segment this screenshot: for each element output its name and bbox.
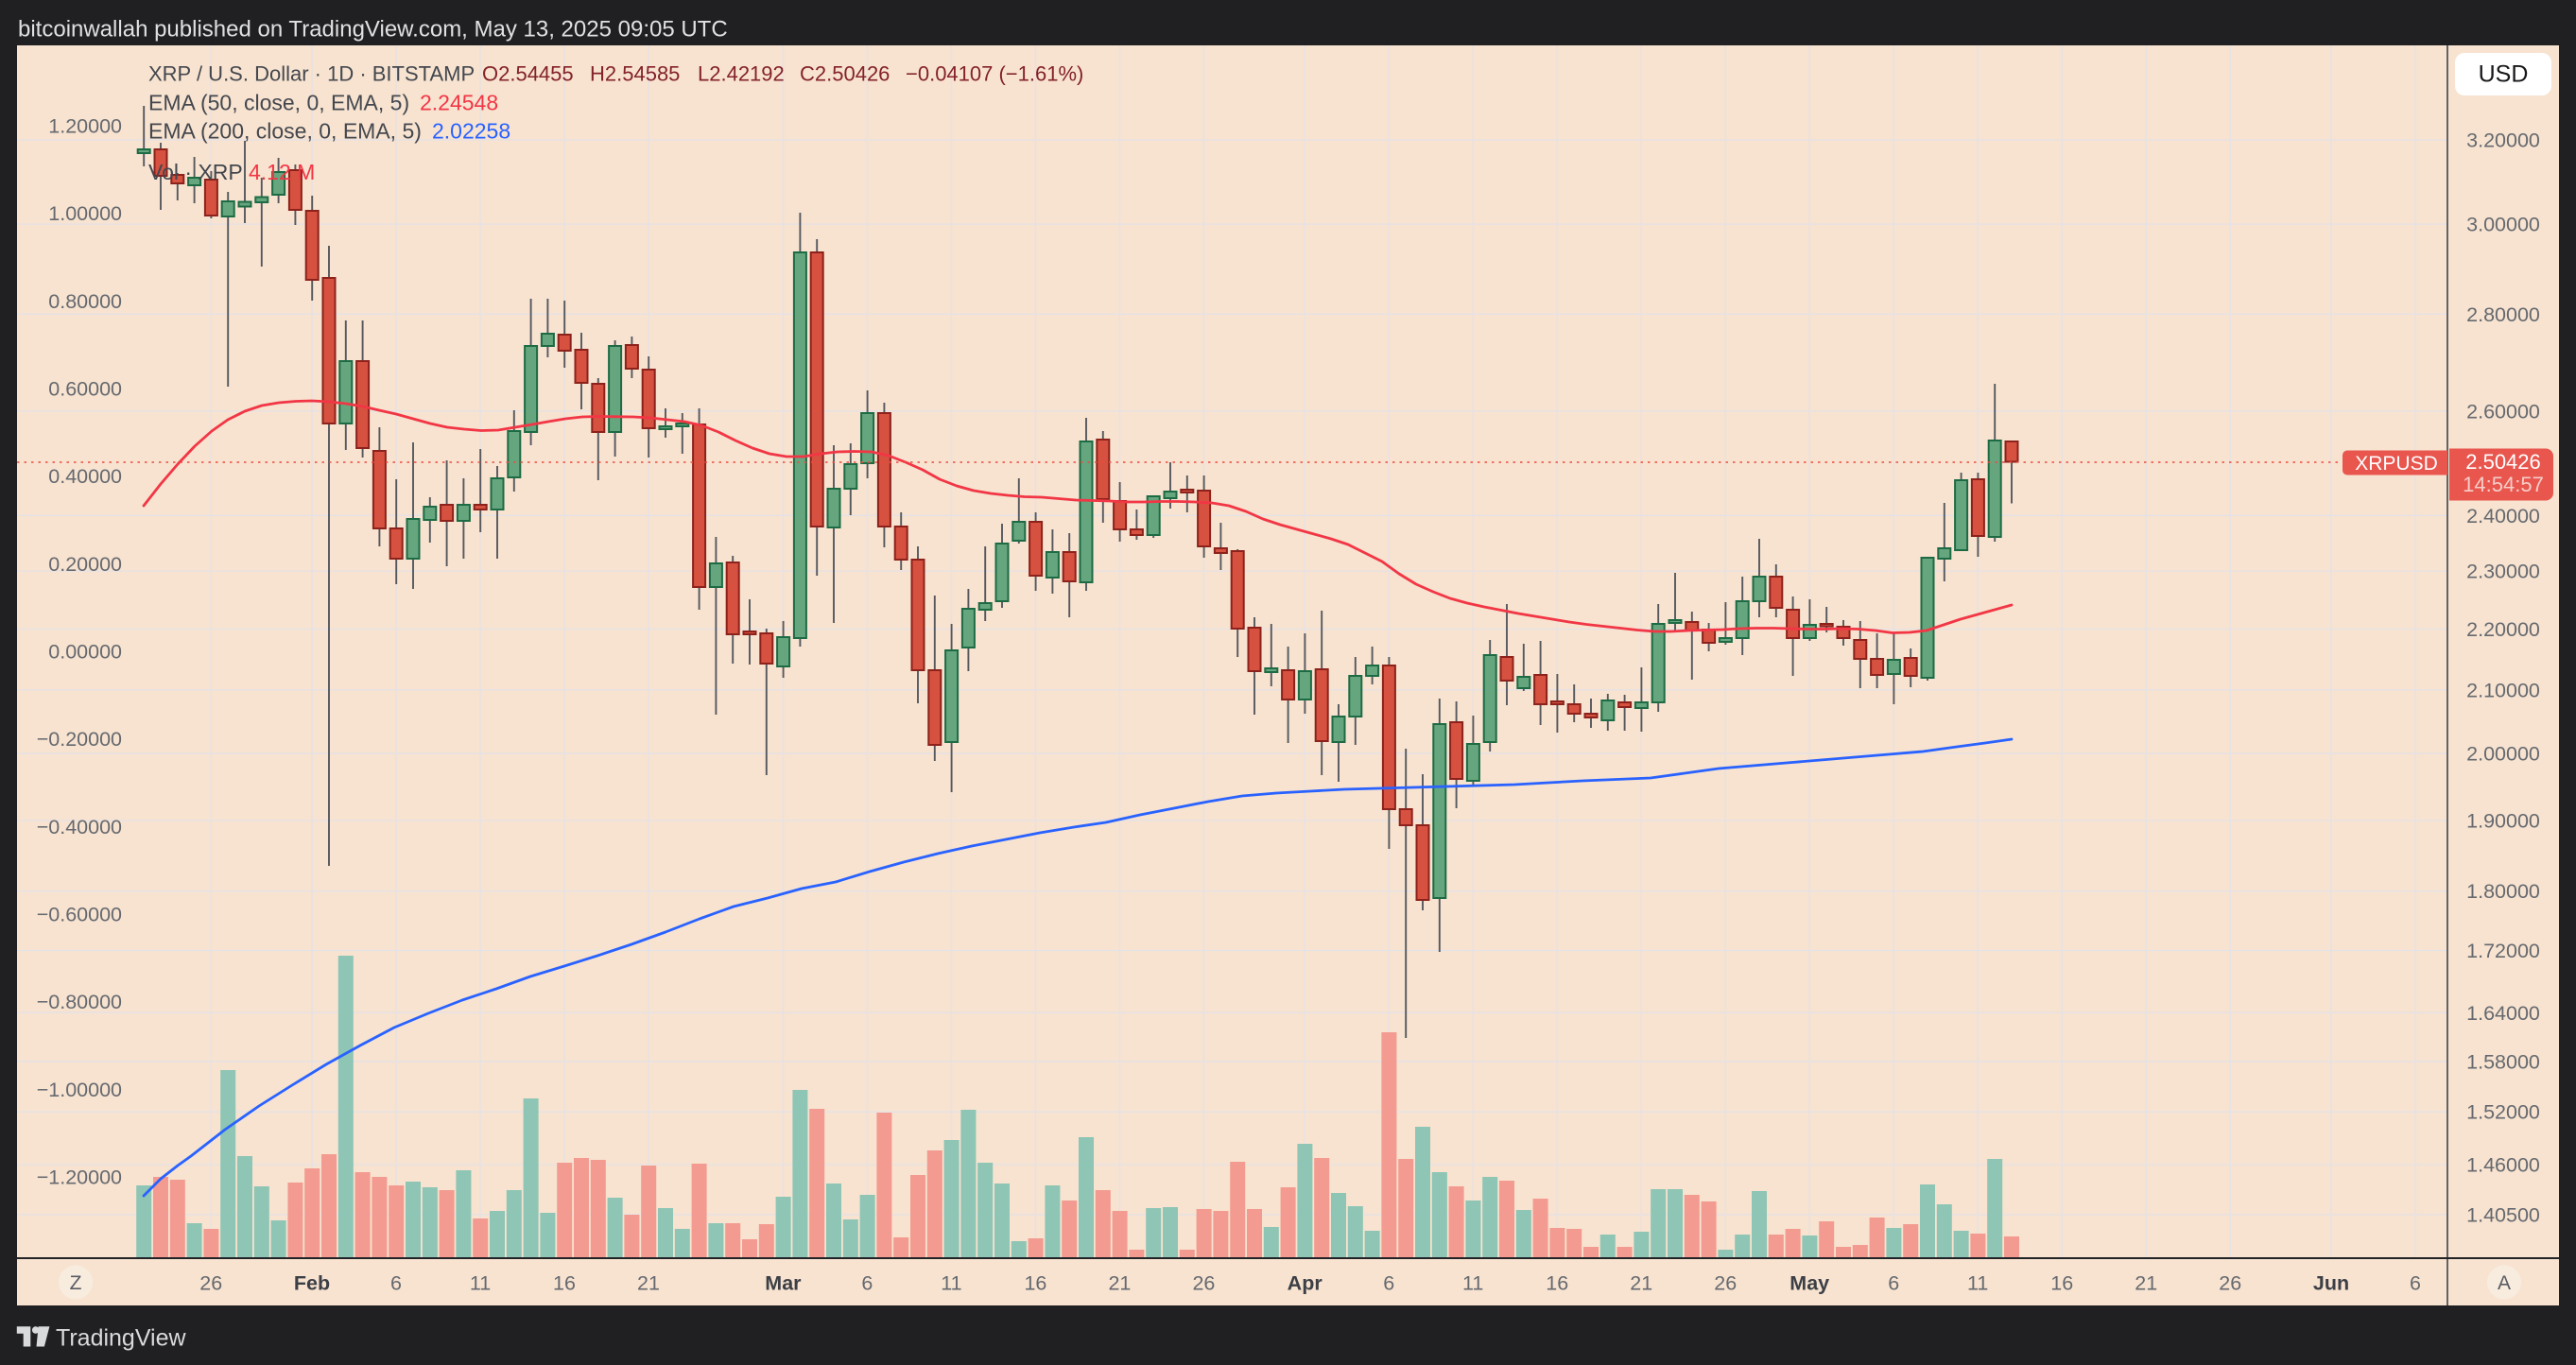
svg-text:11: 11 <box>941 1272 961 1295</box>
svg-text:EMA (50, close, 0, EMA, 5): EMA (50, close, 0, EMA, 5) <box>148 91 409 115</box>
svg-text:1.58000: 1.58000 <box>2466 1050 2540 1073</box>
svg-text:11: 11 <box>1967 1272 1988 1295</box>
svg-text:1.46000: 1.46000 <box>2466 1153 2540 1176</box>
svg-text:0.00000: 0.00000 <box>48 641 122 664</box>
svg-text:−0.40000: −0.40000 <box>37 816 122 838</box>
svg-text:26: 26 <box>2219 1272 2241 1295</box>
svg-text:2.10000: 2.10000 <box>2466 679 2540 701</box>
svg-text:−0.80000: −0.80000 <box>37 991 122 1013</box>
svg-text:May: May <box>1789 1272 1829 1295</box>
svg-text:−0.04107 (−1.61%): −0.04107 (−1.61%) <box>906 62 1083 86</box>
svg-text:21: 21 <box>2135 1272 2157 1295</box>
svg-text:Z: Z <box>70 1272 82 1294</box>
svg-text:11: 11 <box>470 1272 491 1295</box>
svg-text:Jun: Jun <box>2313 1272 2349 1295</box>
svg-text:Feb: Feb <box>294 1272 330 1295</box>
svg-text:2.80000: 2.80000 <box>2466 303 2540 326</box>
svg-text:L2.42192: L2.42192 <box>698 62 785 86</box>
svg-text:26: 26 <box>199 1272 222 1295</box>
svg-text:0.80000: 0.80000 <box>48 290 122 313</box>
svg-text:bitcoinwallah published on Tra: bitcoinwallah published on TradingView.c… <box>18 17 728 43</box>
svg-text:2.20000: 2.20000 <box>2466 618 2540 641</box>
svg-text:14:54:57: 14:54:57 <box>2463 473 2544 496</box>
svg-text:TradingView: TradingView <box>56 1325 187 1352</box>
svg-text:−1.20000: −1.20000 <box>37 1166 122 1189</box>
svg-text:C2.50426: C2.50426 <box>800 62 890 86</box>
svg-text:6: 6 <box>1888 1272 1899 1295</box>
svg-text:21: 21 <box>1630 1272 1652 1295</box>
svg-text:2.50426: 2.50426 <box>2465 450 2541 474</box>
svg-text:1.52000: 1.52000 <box>2466 1101 2540 1124</box>
svg-text:XRP / U.S. Dollar · 1D · BITST: XRP / U.S. Dollar · 1D · BITSTAMP <box>148 62 475 86</box>
svg-text:16: 16 <box>1024 1272 1046 1295</box>
svg-text:6: 6 <box>390 1272 402 1295</box>
svg-text:XRPUSD: XRPUSD <box>2355 453 2438 475</box>
svg-text:16: 16 <box>553 1272 576 1295</box>
svg-text:1.40500: 1.40500 <box>2466 1203 2540 1226</box>
svg-text:0.20000: 0.20000 <box>48 553 122 576</box>
svg-text:2.30000: 2.30000 <box>2466 561 2540 583</box>
svg-text:−0.60000: −0.60000 <box>37 904 122 926</box>
svg-text:3.00000: 3.00000 <box>2466 214 2540 236</box>
svg-text:26: 26 <box>1192 1272 1215 1295</box>
svg-text:1.20000: 1.20000 <box>48 115 122 138</box>
svg-text:4.12 M: 4.12 M <box>249 160 315 184</box>
svg-text:EMA (200, close, 0, EMA, 5): EMA (200, close, 0, EMA, 5) <box>148 119 422 144</box>
svg-text:Vol · XRP: Vol · XRP <box>148 160 243 184</box>
svg-text:0.40000: 0.40000 <box>48 465 122 488</box>
svg-text:H2.54585: H2.54585 <box>590 62 680 86</box>
svg-text:Mar: Mar <box>765 1272 802 1295</box>
svg-text:2.24548: 2.24548 <box>420 91 498 115</box>
svg-text:A: A <box>2498 1272 2511 1294</box>
svg-text:11: 11 <box>1462 1272 1483 1295</box>
svg-text:6: 6 <box>861 1272 873 1295</box>
svg-text:3.20000: 3.20000 <box>2466 129 2540 151</box>
svg-text:26: 26 <box>1714 1272 1737 1295</box>
svg-text:Apr: Apr <box>1288 1272 1323 1295</box>
svg-text:1.64000: 1.64000 <box>2466 1002 2540 1025</box>
svg-text:−1.00000: −1.00000 <box>37 1079 122 1101</box>
svg-text:1.90000: 1.90000 <box>2466 810 2540 833</box>
svg-text:1.80000: 1.80000 <box>2466 880 2540 903</box>
svg-text:2.40000: 2.40000 <box>2466 505 2540 527</box>
svg-text:21: 21 <box>1108 1272 1131 1295</box>
svg-text:16: 16 <box>1546 1272 1568 1295</box>
svg-text:21: 21 <box>637 1272 660 1295</box>
svg-text:2.00000: 2.00000 <box>2466 743 2540 766</box>
svg-text:O2.54455: O2.54455 <box>482 62 574 86</box>
svg-text:6: 6 <box>1383 1272 1394 1295</box>
svg-text:2.60000: 2.60000 <box>2466 400 2540 423</box>
svg-text:USD: USD <box>2479 61 2529 88</box>
svg-text:6: 6 <box>2410 1272 2421 1295</box>
svg-text:2.02258: 2.02258 <box>432 119 510 144</box>
svg-text:−0.20000: −0.20000 <box>37 728 122 751</box>
svg-text:0.60000: 0.60000 <box>48 378 122 401</box>
svg-text:1.72000: 1.72000 <box>2466 940 2540 962</box>
svg-text:1.00000: 1.00000 <box>48 202 122 225</box>
svg-text:16: 16 <box>2050 1272 2073 1295</box>
